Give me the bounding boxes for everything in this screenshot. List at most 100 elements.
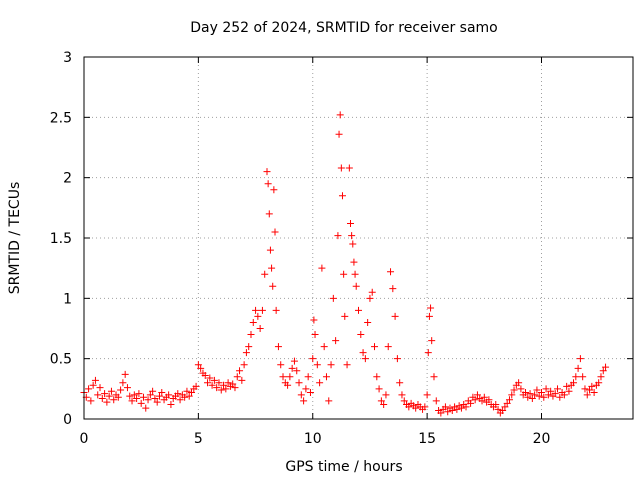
data-point: [602, 363, 610, 371]
data-point: [554, 385, 562, 393]
data-point: [245, 343, 253, 351]
data-point: [437, 409, 445, 417]
data-point: [194, 361, 202, 369]
data-point: [128, 397, 136, 405]
data-point: [144, 396, 152, 404]
y-tick-label: 1.5: [50, 231, 72, 247]
data-point: [560, 391, 568, 399]
data-point: [256, 325, 264, 332]
data-point: [320, 343, 328, 351]
data-point: [572, 373, 580, 381]
data-point: [540, 393, 548, 401]
data-point: [185, 392, 193, 400]
data-point: [335, 130, 343, 138]
data-point: [274, 343, 282, 351]
data-point: [188, 388, 196, 396]
data-point: [501, 403, 509, 411]
data-point: [528, 394, 536, 402]
data-point: [252, 306, 260, 314]
data-point: [556, 393, 564, 401]
x-tick-label: 5: [194, 431, 203, 447]
data-point: [325, 397, 333, 405]
data-point: [368, 288, 376, 296]
data-point: [153, 398, 161, 406]
data-point: [503, 399, 511, 407]
data-point: [336, 111, 344, 119]
data-point: [316, 379, 324, 387]
y-tick-label: 3: [63, 50, 72, 66]
data-point: [547, 387, 555, 395]
data-point: [114, 393, 122, 401]
data-point: [101, 390, 109, 398]
data-point: [524, 393, 532, 401]
data-point: [240, 361, 248, 369]
data-point: [421, 403, 429, 411]
data-point: [492, 401, 500, 409]
data-point: [135, 390, 143, 398]
data-point: [349, 240, 357, 248]
x-tick-label: 15: [418, 431, 436, 447]
plot-frame: [83, 56, 634, 420]
data-point: [183, 387, 191, 395]
data-point: [313, 361, 321, 369]
data-point: [290, 357, 298, 365]
data-point: [515, 379, 523, 387]
data-point: [427, 304, 435, 312]
data-point: [432, 397, 440, 405]
data-point: [217, 386, 225, 394]
data-point: [531, 391, 539, 399]
data-point: [322, 373, 330, 381]
data-point: [279, 373, 287, 381]
data-point: [359, 349, 367, 357]
data-point: [264, 180, 272, 188]
data-point: [340, 270, 348, 278]
data-point: [341, 312, 349, 320]
data-point: [371, 343, 379, 351]
data-point: [526, 390, 534, 398]
data-point: [599, 367, 607, 375]
data-point: [380, 401, 388, 409]
data-point: [277, 361, 285, 369]
data-point: [242, 349, 250, 357]
data-point: [254, 312, 262, 320]
data-point: [94, 391, 102, 399]
data-point: [583, 391, 591, 399]
data-point: [384, 343, 392, 351]
data-point: [295, 379, 303, 387]
data-point: [444, 408, 452, 416]
data-point: [377, 397, 385, 405]
data-point: [574, 364, 582, 372]
data-point: [123, 384, 131, 392]
data-point: [505, 396, 513, 404]
data-point: [158, 388, 166, 396]
data-point: [473, 391, 481, 399]
data-point: [271, 228, 279, 236]
data-point: [258, 306, 266, 314]
data-point: [345, 164, 353, 172]
data-point: [268, 264, 276, 272]
data-point: [521, 388, 529, 396]
data-point: [142, 404, 150, 412]
y-axis-title: SRMTID / TECUs: [7, 182, 23, 295]
data-point: [579, 373, 587, 381]
x-tick-label: 20: [533, 431, 551, 447]
data-point: [249, 318, 257, 326]
data-point: [494, 405, 502, 413]
data-point: [467, 399, 475, 407]
data-point: [588, 382, 596, 390]
data-point: [352, 282, 360, 290]
data-point: [146, 391, 154, 399]
data-point: [448, 407, 456, 415]
data-point: [201, 372, 209, 380]
data-point: [396, 379, 404, 387]
data-point: [425, 312, 433, 320]
y-tick-label: 0: [63, 412, 72, 428]
data-point: [220, 381, 228, 389]
data-point: [373, 373, 381, 381]
data-point: [542, 385, 550, 393]
data-point: [595, 379, 603, 387]
data-point: [576, 355, 584, 363]
data-point: [210, 376, 218, 384]
data-point: [139, 393, 147, 401]
data-point: [149, 387, 157, 395]
